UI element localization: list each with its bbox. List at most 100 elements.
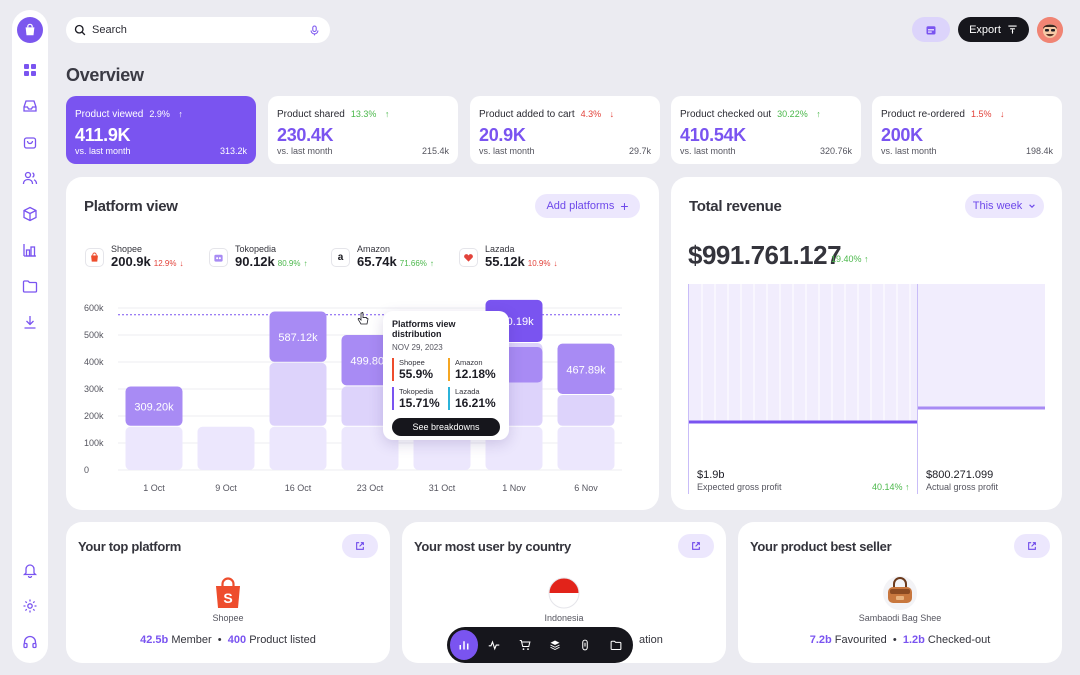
y-tick-label: 400k [84, 357, 104, 367]
add-platforms-button[interactable]: Add platforms + [535, 194, 640, 218]
cart-icon[interactable] [511, 630, 539, 660]
clip-icon[interactable] [571, 630, 599, 660]
top-platform-title: Your top platform [78, 539, 181, 554]
tooltip-date: NOV 29, 2023 [392, 343, 443, 352]
tooltip-item-name: Amazon [455, 358, 483, 367]
stat-label: Product re-ordered [881, 109, 965, 120]
bar [269, 311, 327, 362]
search-input[interactable] [92, 24, 309, 36]
bell-icon[interactable] [20, 560, 40, 580]
bag-icon[interactable] [20, 132, 40, 152]
lazada-icon [460, 249, 477, 266]
revenue-percent-value: 19.40% [831, 254, 862, 264]
dashboard-icon[interactable] [20, 60, 40, 80]
expected-profit-label: Expected gross profit [697, 482, 782, 492]
bar-value-label: 309.20k [134, 402, 174, 414]
stat-value: 200K [881, 125, 923, 145]
floating-dock [447, 627, 633, 663]
stat-label: Product viewed [75, 109, 144, 120]
headset-icon[interactable] [20, 632, 40, 652]
stat-card-product-added-to-cart[interactable]: Product added to cart 4.3% ↓ 20.9K vs. la… [470, 96, 660, 164]
shopee-icon [86, 249, 103, 266]
external-link-icon [692, 542, 700, 550]
layers-icon[interactable] [541, 630, 569, 660]
avatar[interactable] [1037, 17, 1063, 43]
app-logo[interactable] [17, 17, 43, 43]
arrow-down-icon: ↓ [997, 109, 1005, 119]
chart-tooltip: Platforms view distribution NOV 29, 2023… [383, 311, 509, 440]
bar-segment-mid [269, 362, 327, 426]
product-count: 400 [227, 634, 247, 646]
shopping-bag-icon [25, 23, 35, 36]
favourited-label: Favourited [834, 634, 887, 646]
member-count: 42.5b [140, 634, 169, 646]
user-avatar-icon [1037, 17, 1063, 43]
calendar-icon [926, 25, 936, 34]
y-tick-label: 300k [84, 384, 104, 394]
microphone-icon[interactable] [309, 25, 320, 36]
page-title: Overview [66, 65, 144, 85]
expected-profit-percent: 40.14% ↑ [872, 482, 910, 492]
stat-label: Product added to cart [479, 109, 575, 120]
platform-percent: 71.66% [399, 259, 427, 268]
settings-icon[interactable] [20, 596, 40, 616]
revenue-percent: 19.40% ↑ [831, 254, 869, 264]
platform-stat-lazada[interactable]: Lazada 55.12k 10.9% ↓ [460, 244, 557, 269]
open-external-button[interactable] [1014, 534, 1050, 558]
shopee-logo-icon: S [216, 577, 240, 608]
folder-icon[interactable] [20, 276, 40, 296]
period-dropdown[interactable]: This week [965, 194, 1044, 218]
svg-text:S: S [223, 590, 232, 606]
arrow-up-icon: ↑ [175, 109, 183, 119]
stat-card-product-re-ordered[interactable]: Product re-ordered 1.5% ↓ 200K vs. last m… [872, 96, 1062, 164]
tooltip-item-amazon: Amazon 12.18% [448, 358, 500, 381]
platform-value: 200.9k [111, 254, 151, 269]
platform-value: 65.74k [357, 254, 397, 269]
folder-icon[interactable] [602, 630, 630, 660]
member-label: Member [171, 634, 212, 646]
platform-stat-shopee[interactable]: Shopee 200.9k 12.9% ↓ [86, 244, 183, 269]
x-tick-label: 31 Oct [429, 483, 456, 493]
platform-stat-amazon[interactable]: a Amazon 65.74k 71.66% ↑ [332, 244, 434, 269]
stat-card-product-checked-out[interactable]: Product checked out 30.22% ↑ 410.54K vs. … [671, 96, 861, 164]
download-icon[interactable] [20, 312, 40, 332]
bar [125, 386, 183, 426]
activity-icon[interactable] [480, 630, 508, 660]
arrow-down-icon: ↓ [179, 259, 184, 268]
calendar-button[interactable] [912, 17, 950, 42]
chart-building-icon[interactable] [20, 240, 40, 260]
stat-percent: 2.9% [149, 109, 170, 119]
stat-compare-value: 320.76k [819, 146, 852, 156]
bar-segment-base [125, 426, 183, 470]
top-platform-name: Shopee [212, 613, 244, 623]
stat-compare-label: vs. last month [479, 146, 535, 156]
inbox-icon[interactable] [20, 96, 40, 116]
open-external-button[interactable] [678, 534, 714, 558]
box-icon[interactable] [20, 204, 40, 224]
open-external-button[interactable] [342, 534, 378, 558]
tooltip-item-name: Shopee [399, 358, 425, 367]
users-icon[interactable] [20, 168, 40, 188]
platform-percent: 12.9% [153, 259, 177, 268]
stat-value: 410.54K [680, 125, 746, 145]
platform-value: 55.12k [485, 254, 525, 269]
expected-profit-value: $1.9b [697, 469, 725, 481]
platform-name: Tokopedia [235, 244, 277, 254]
stat-compare-label: vs. last month [75, 146, 131, 156]
top-platform-card: Your top platform S Shopee 42.5b Member … [66, 522, 390, 663]
bar-chart-icon[interactable] [450, 630, 479, 660]
bar-value-label: 499.80k [350, 356, 390, 368]
tooltip-item-name: Tokopedia [399, 387, 434, 396]
stat-card-product-viewed[interactable]: Product viewed 2.9% ↑ 411.9K vs. last mon… [66, 96, 256, 164]
actual-profit-lower [918, 408, 1045, 494]
search-bar[interactable] [66, 17, 330, 43]
export-button[interactable]: Export [958, 17, 1029, 42]
filter-icon [1008, 25, 1017, 34]
arrow-up-icon: ↑ [382, 109, 390, 119]
platform-percent: 10.9% [527, 259, 551, 268]
stat-percent: 30.22% [777, 109, 808, 119]
platform-stat-tokopedia[interactable]: Tokopedia 90.12k 80.9% ↑ [210, 244, 307, 269]
arrow-down-icon: ↓ [553, 259, 558, 268]
see-breakdowns-button[interactable]: See breakdowns [392, 418, 500, 436]
stat-card-product-shared[interactable]: Product shared 13.3% ↑ 230.4K vs. last mo… [268, 96, 458, 164]
